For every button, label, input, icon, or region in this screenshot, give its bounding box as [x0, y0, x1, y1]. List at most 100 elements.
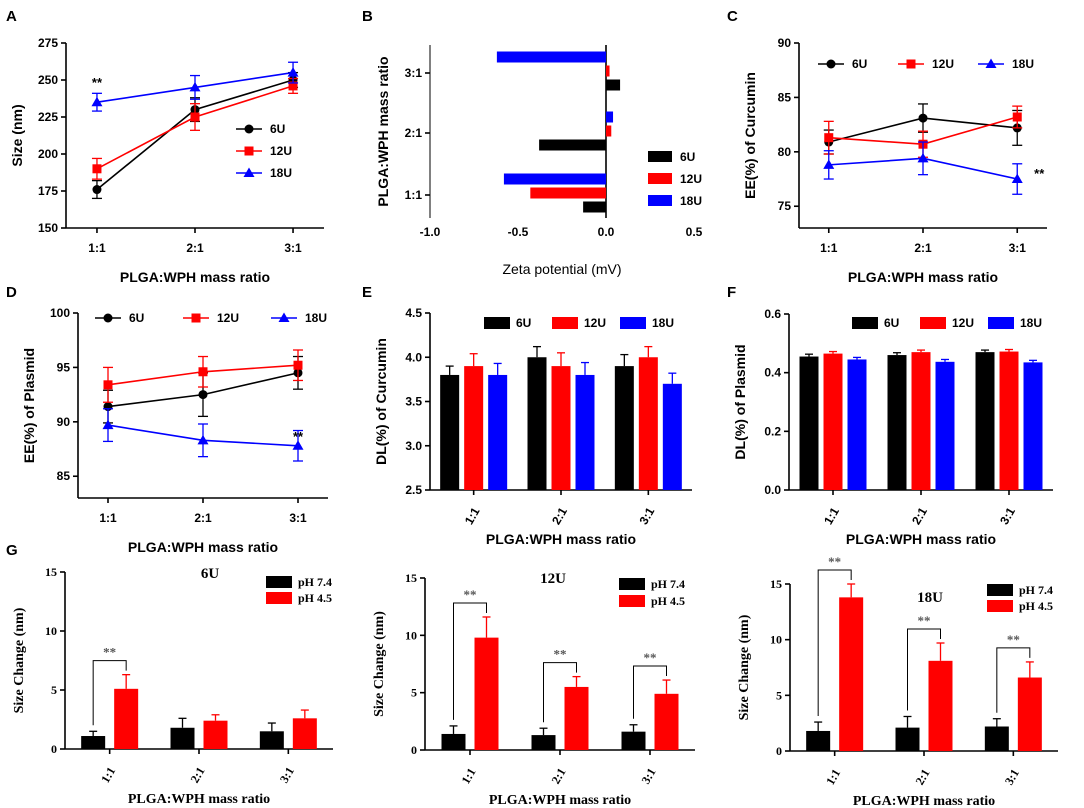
x-tick-label: 2:1: [194, 511, 212, 525]
legend-swatch: [648, 195, 672, 206]
x-tick-label: 1:1: [462, 505, 483, 527]
y-tick-label: 250: [38, 73, 58, 87]
legend-label: 12U: [217, 311, 239, 325]
bar-6u: [614, 366, 634, 490]
bar-6u: [799, 356, 819, 490]
marker-triangle: [985, 58, 997, 68]
bar-ph-4-5: [1017, 677, 1042, 751]
panel-label-f: F: [727, 284, 736, 301]
y-tick-label: 0.0: [764, 483, 781, 497]
marker-triangle: [287, 67, 299, 77]
panel-label-e: E: [362, 284, 372, 301]
legend-swatch: [852, 317, 878, 329]
legend-label: 12U: [952, 316, 974, 330]
x-tick-label: 3:1: [1002, 767, 1022, 788]
bar-18u: [503, 173, 606, 185]
y-tick-label: 0.4: [764, 366, 781, 380]
marker-circle: [244, 124, 254, 134]
significance-bracket: [92, 660, 127, 726]
bar-ph-7-4: [170, 727, 195, 749]
bar-ph-4-5: [474, 637, 499, 750]
x-axis-label: Zeta potential (mV): [502, 261, 621, 277]
x-tick-label: 1:1: [823, 767, 843, 788]
bar-ph-4-5: [839, 597, 864, 751]
bar-ph-7-4: [259, 731, 284, 749]
legend-swatch: [266, 592, 292, 604]
chart-title: 6U: [201, 566, 220, 582]
x-tick-label: 1:1: [88, 241, 106, 255]
x-tick-label: 1:1: [99, 511, 117, 525]
marker-circle: [918, 113, 928, 123]
x-tick-label: 2:1: [914, 241, 932, 255]
legend-label: 18U: [270, 166, 292, 180]
legend-label: 6U: [884, 316, 899, 330]
legend-label: pH 4.5: [1019, 599, 1053, 613]
y-tick-label: 225: [38, 110, 58, 124]
marker-triangle: [91, 96, 103, 107]
x-tick-label: 2:1: [187, 765, 207, 786]
legend-swatch: [987, 584, 1013, 596]
marker-square: [906, 59, 916, 69]
bar-ph-7-4: [984, 726, 1009, 751]
x-tick-label: 3:1: [638, 766, 658, 787]
chart-g1: 0 5 10 15 1:1 2:1 3:1 PLGA:WPH mass ratio Size C…: [12, 565, 333, 807]
marker-triangle: [243, 167, 255, 177]
y-axis-label: Size Change (nm): [737, 614, 752, 720]
significance-bracket: [633, 665, 667, 719]
y-tick-label: 90: [778, 36, 792, 50]
bar-6u: [440, 374, 460, 490]
marker-square: [824, 133, 834, 143]
legend-label: 12U: [584, 316, 606, 330]
bar-6u: [606, 79, 621, 91]
significance-mark: **: [918, 613, 931, 628]
y-tick-label: 10: [45, 624, 57, 638]
significance-bracket: [996, 647, 1031, 713]
marker-triangle: [197, 434, 209, 445]
x-axis-label: PLGA:WPH mass ratio: [848, 269, 998, 285]
legend-swatch: [484, 317, 510, 329]
significance-bracket: [453, 602, 487, 720]
y-axis-label: Size Change (nm): [372, 611, 387, 717]
y-tick-label: 0: [776, 744, 782, 758]
y-tick-label: 1:1: [405, 188, 423, 202]
bar-18u: [496, 51, 606, 63]
y-tick-label: 100: [50, 306, 70, 320]
significance-mark: **: [464, 587, 477, 602]
legend-swatch: [620, 317, 646, 329]
significance-mark: **: [92, 75, 103, 90]
significance-bracket: [817, 569, 852, 717]
legend-label: 18U: [652, 316, 674, 330]
x-tick-label: 2:1: [912, 767, 932, 788]
significance-mark: **: [1034, 166, 1045, 181]
bar-ph-7-4: [81, 736, 106, 749]
y-tick-label: 85: [778, 90, 792, 104]
x-tick-label: 3:1: [636, 505, 657, 527]
bar-12u: [530, 187, 606, 199]
legend-label: 6U: [852, 57, 867, 71]
legend-swatch: [648, 173, 672, 184]
significance-mark: **: [293, 429, 304, 444]
significance-mark: **: [644, 650, 657, 665]
x-tick-label: 1:1: [821, 505, 842, 527]
y-tick-label: 200: [38, 147, 58, 161]
x-tick-label: -0.5: [508, 225, 529, 239]
marker-square: [198, 367, 208, 377]
y-tick-label: 0: [411, 743, 417, 757]
x-tick-label: 0.0: [598, 225, 615, 239]
marker-square: [1012, 112, 1022, 122]
marker-triangle: [278, 312, 290, 322]
marker-circle: [103, 313, 113, 323]
bar-ph-7-4: [441, 733, 466, 750]
bar-18u: [488, 374, 508, 490]
bar-18u: [606, 111, 614, 123]
y-tick-label: 85: [57, 469, 71, 483]
bar-18u: [1023, 362, 1043, 490]
panel-label-d: D: [6, 284, 17, 301]
bar-ph-7-4: [531, 735, 556, 750]
bar-ph-7-4: [806, 730, 831, 751]
bar-18u: [575, 374, 595, 490]
significance-mark: **: [554, 647, 567, 662]
y-axis-label: DL(%) of Curcumin: [373, 338, 389, 465]
